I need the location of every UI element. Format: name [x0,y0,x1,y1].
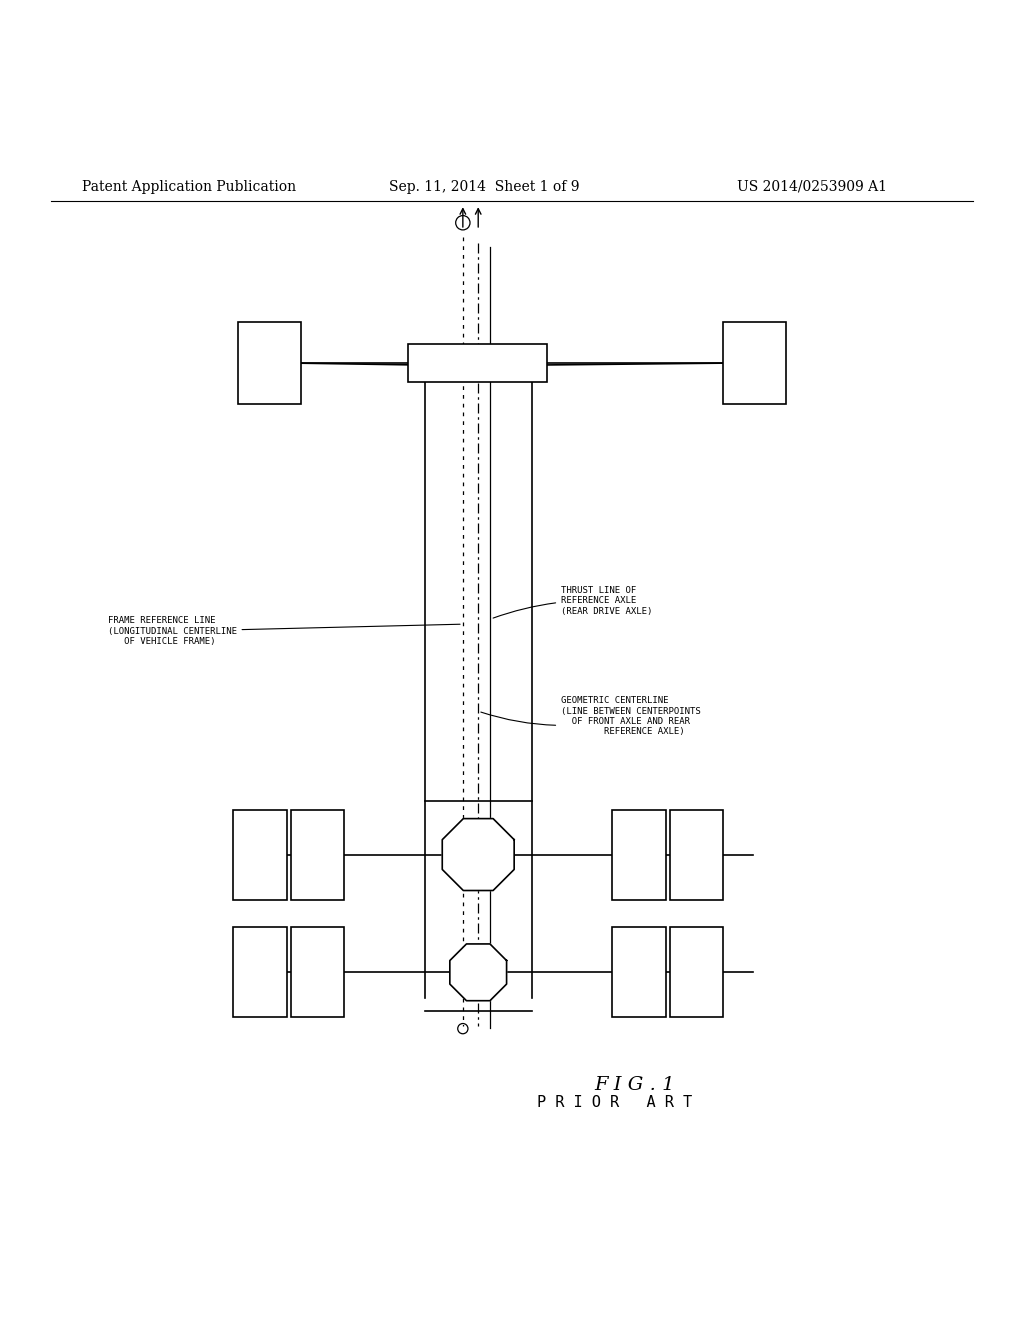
Bar [291,809,344,900]
Bar [612,809,666,900]
Polygon shape [450,944,507,1001]
Polygon shape [442,818,514,891]
Bar [233,809,287,900]
Text: Sep. 11, 2014  Sheet 1 of 9: Sep. 11, 2014 Sheet 1 of 9 [389,180,580,194]
Text: FRAME REFERENCE LINE
(LONGITUDINAL CENTERLINE
   OF VEHICLE FRAME): FRAME REFERENCE LINE (LONGITUDINAL CENTE… [108,616,460,647]
Bar [670,927,723,1018]
Bar [408,343,547,383]
Text: Patent Application Publication: Patent Application Publication [82,180,296,194]
Text: US 2014/0253909 A1: US 2014/0253909 A1 [737,180,887,194]
Text: GEOMETRIC CENTERLINE
(LINE BETWEEN CENTERPOINTS
  OF FRONT AXLE AND REAR
       : GEOMETRIC CENTERLINE (LINE BETWEEN CENTE… [481,696,700,737]
Bar [723,322,786,404]
Text: THRUST LINE OF
REFERENCE AXLE
(REAR DRIVE AXLE): THRUST LINE OF REFERENCE AXLE (REAR DRIV… [494,586,652,618]
Text: F I G . 1: F I G . 1 [595,1076,675,1094]
Bar [612,927,666,1018]
Text: P R I O R   A R T: P R I O R A R T [537,1094,692,1110]
Bar [238,322,301,404]
Bar [233,927,287,1018]
Bar [670,809,723,900]
Bar [291,927,344,1018]
